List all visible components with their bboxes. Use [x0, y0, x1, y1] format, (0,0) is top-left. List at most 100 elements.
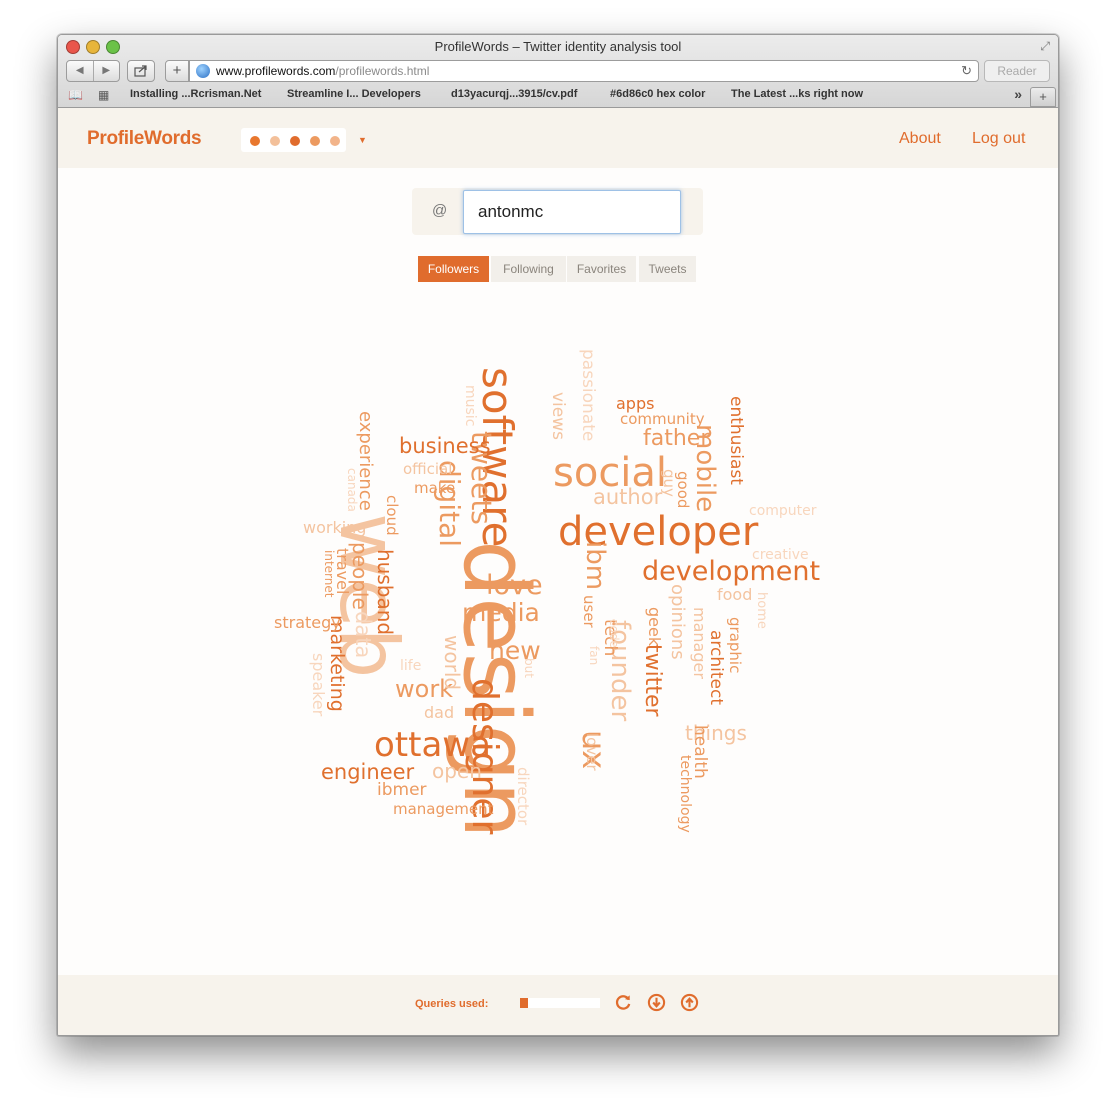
cloud-word[interactable]: open — [432, 759, 482, 783]
cloud-word[interactable]: code — [607, 619, 621, 648]
cloud-word[interactable]: opinions — [667, 584, 688, 660]
cloud-word[interactable]: geek — [645, 607, 664, 647]
add-bookmark-button[interactable]: + — [165, 60, 189, 82]
top-sites-icon[interactable]: ▦ — [98, 88, 110, 102]
cloud-word[interactable]: technology — [677, 755, 693, 833]
url-host: www.profilewords.com — [216, 64, 336, 78]
cloud-word[interactable]: working — [303, 518, 367, 537]
back-forward-buttons: ◀ ▶ — [66, 60, 120, 82]
reload-icon[interactable]: ↻ — [961, 63, 972, 78]
cloud-word[interactable]: make — [414, 479, 456, 497]
cloud-word[interactable]: twitter — [640, 644, 665, 717]
cloud-word[interactable]: developer — [558, 509, 759, 555]
bookmark-item[interactable]: #6d86c0 hex color — [610, 88, 706, 100]
cloud-word[interactable]: food — [717, 585, 753, 604]
cloud-word[interactable]: health — [690, 725, 710, 779]
username-search: @ — [412, 188, 703, 235]
cloud-word[interactable]: business — [399, 434, 491, 458]
brand-logo[interactable]: ProfileWords — [87, 128, 202, 149]
about-link[interactable]: About — [899, 130, 941, 147]
palette-swatch — [310, 136, 320, 146]
cloud-word[interactable]: love — [486, 570, 543, 601]
palette-swatch — [250, 136, 260, 146]
minimize-window-button[interactable] — [86, 40, 100, 54]
cloud-word[interactable]: music — [462, 385, 478, 427]
cloud-word[interactable]: community — [620, 410, 705, 428]
browser-window: ProfileWords – Twitter identity analysis… — [57, 34, 1059, 1036]
cloud-word[interactable]: user — [580, 595, 598, 628]
share-button[interactable] — [127, 60, 155, 82]
cloud-word[interactable]: author — [593, 485, 663, 509]
queries-used-label: Queries used: — [415, 998, 489, 1010]
cloud-word[interactable]: social — [553, 450, 668, 496]
cloud-word[interactable]: people — [348, 542, 372, 610]
cloud-word[interactable]: ibmer — [377, 780, 427, 800]
new-tab-button[interactable]: + — [1030, 87, 1056, 107]
cloud-word[interactable]: manager — [690, 607, 709, 679]
cloud-word[interactable]: life — [400, 658, 422, 674]
more-bookmarks-icon[interactable]: » — [1014, 86, 1022, 102]
cloud-word[interactable]: graphic — [726, 617, 744, 674]
cloud-word[interactable]: new — [489, 636, 541, 665]
forward-button[interactable]: ▶ — [102, 65, 111, 76]
cloud-word[interactable]: but — [522, 658, 536, 678]
cloud-word[interactable]: views — [548, 392, 568, 441]
tab-followers[interactable]: Followers — [418, 256, 489, 282]
cloud-word[interactable]: husband — [373, 549, 397, 636]
cloud-word[interactable]: ottawa — [374, 725, 491, 765]
cloud-word[interactable]: home — [754, 592, 769, 629]
cloud-word[interactable]: speaker — [309, 653, 328, 717]
cloud-word[interactable]: world — [440, 635, 464, 691]
cloud-word[interactable]: cloud — [383, 495, 401, 536]
upload-icon[interactable] — [680, 993, 699, 1012]
cloud-word[interactable]: creative — [752, 547, 809, 563]
cloud-word[interactable]: strategy — [274, 613, 341, 632]
tab-following[interactable]: Following — [491, 256, 566, 282]
cloud-word[interactable]: media — [462, 598, 540, 627]
zoom-window-button[interactable] — [106, 40, 120, 54]
cloud-word[interactable]: ibm — [580, 541, 610, 591]
bookmark-item[interactable]: Streamline I... Developers — [287, 88, 421, 100]
bookmarks-bar: 📖 ▦ Installing ...Rcrisman.Net Streamlin… — [58, 84, 1058, 106]
cloud-word[interactable]: things — [685, 721, 747, 745]
download-icon[interactable] — [647, 993, 666, 1012]
close-window-button[interactable] — [66, 40, 80, 54]
bookmark-item[interactable]: Installing ...Rcrisman.Net — [130, 88, 262, 100]
cloud-word[interactable]: dad — [424, 703, 455, 722]
cloud-word[interactable]: enthusiast — [726, 396, 746, 485]
tab-tweets[interactable]: Tweets — [639, 256, 696, 282]
cloud-word[interactable]: development — [642, 556, 821, 587]
username-input[interactable] — [463, 190, 681, 234]
bookmark-item[interactable]: The Latest ...ks right now — [731, 88, 864, 100]
cloud-word[interactable]: passionate — [578, 349, 598, 442]
cloud-word[interactable]: director — [514, 767, 532, 826]
cloud-word[interactable]: apps — [616, 394, 655, 413]
cloud-word[interactable]: data — [351, 611, 375, 659]
fullscreen-icon[interactable]: ⤢ — [1040, 39, 1050, 53]
cloud-word[interactable]: computer — [749, 503, 817, 519]
cloud-word[interactable]: engineer — [321, 760, 415, 784]
cloud-word[interactable]: good — [674, 471, 692, 509]
address-bar[interactable]: www.profilewords.com/profilewords.html ↻ — [189, 60, 979, 82]
cloud-word[interactable]: travel — [333, 548, 352, 595]
cloud-word[interactable]: canada — [345, 468, 359, 512]
back-button[interactable]: ◀ — [67, 61, 94, 81]
cloud-word[interactable]: lover — [583, 733, 601, 771]
reading-list-icon[interactable]: 📖 — [68, 88, 83, 102]
tab-favorites[interactable]: Favorites — [567, 256, 636, 282]
cloud-word[interactable]: fan — [587, 646, 601, 666]
logout-link[interactable]: Log out — [972, 130, 1026, 147]
cloud-word[interactable]: work — [395, 675, 454, 703]
queries-used-fill — [520, 998, 528, 1008]
color-palette-selector[interactable] — [241, 128, 346, 152]
refresh-icon[interactable] — [614, 993, 633, 1012]
cloud-word[interactable]: management — [393, 800, 494, 818]
bookmark-item[interactable]: d13yacurqj...3915/cv.pdf — [451, 88, 578, 100]
chevron-down-icon[interactable]: ▼ — [358, 135, 367, 145]
cloud-word[interactable]: official — [403, 460, 453, 478]
cloud-word[interactable]: architect — [706, 630, 726, 706]
url-text: www.profilewords.com/profilewords.html — [216, 61, 429, 81]
reader-button[interactable]: Reader — [984, 60, 1050, 82]
cloud-word[interactable]: internet — [322, 550, 336, 598]
cloud-word[interactable]: father — [643, 426, 710, 451]
